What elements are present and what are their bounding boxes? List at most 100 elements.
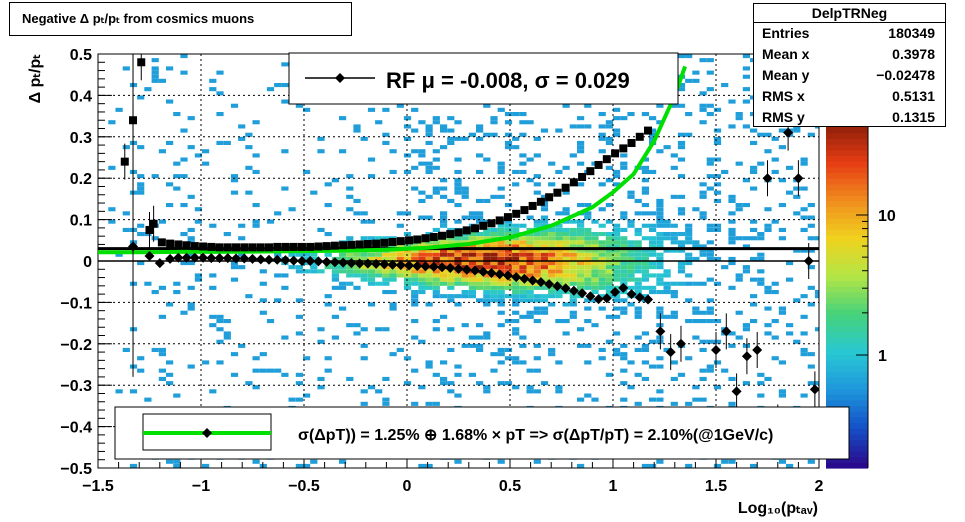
heatmap-bin (778, 306, 786, 311)
heatmap-bin (447, 285, 455, 290)
heatmap-bin (728, 343, 736, 348)
heatmap-bin (598, 124, 606, 129)
heatmap-bin (540, 298, 549, 303)
heatmap-bin (252, 169, 260, 174)
heatmap-bin (706, 87, 714, 92)
heatmap-bin (584, 393, 592, 398)
heatmap-bin (440, 273, 448, 278)
heatmap-bin (151, 58, 159, 63)
z-scale-band (826, 257, 868, 264)
square-marker (545, 193, 554, 202)
heatmap-bin (656, 277, 664, 282)
heatmap-bin (396, 256, 404, 261)
heatmap-bin (180, 128, 188, 133)
heatmap-bin (533, 252, 541, 257)
heatmap-bin (540, 207, 549, 212)
heatmap-bin (692, 397, 700, 402)
y-tick-label: 0.2 (70, 171, 92, 188)
heatmap-bin (620, 240, 628, 245)
heatmap-bin (245, 165, 253, 170)
heatmap-bin (649, 252, 657, 257)
heatmap-bin (540, 269, 549, 274)
heatmap-bin (122, 227, 130, 232)
heatmap-bin (346, 252, 354, 257)
heatmap-bin (382, 376, 390, 381)
heatmap-bin (641, 190, 649, 195)
diamond-marker (165, 253, 176, 264)
heatmap-bin (613, 244, 621, 249)
square-marker (297, 242, 306, 251)
heatmap-bin (533, 368, 541, 373)
square-marker (174, 240, 183, 249)
x-tick-label: 1.5 (705, 478, 727, 495)
heatmap-bin (670, 103, 678, 108)
heatmap-bin (454, 393, 462, 398)
heatmap-bin (425, 140, 433, 145)
heatmap-bin (382, 132, 390, 137)
heatmap-bin (663, 145, 671, 150)
heatmap-bin (490, 116, 498, 121)
heatmap-bin (533, 219, 541, 224)
heatmap-bin (641, 347, 649, 352)
heatmap-bin (166, 182, 174, 187)
y-tick-label: 0.1 (70, 213, 92, 230)
heatmap-bin (548, 352, 556, 357)
heatmap-bin (151, 236, 159, 241)
square-marker (190, 242, 199, 251)
heatmap-bin (396, 273, 404, 278)
heatmap-bin (519, 223, 527, 228)
y-tick-label: −0.2 (60, 337, 92, 354)
heatmap-bin (144, 397, 152, 402)
heatmap-bin (677, 281, 686, 286)
heatmap-bin (447, 273, 455, 278)
stat-value: 180349 (888, 25, 935, 41)
heatmap-bin (706, 186, 714, 191)
heatmap-bin (591, 240, 599, 245)
heatmap-bin (512, 356, 520, 361)
z-tick-label: 1 (878, 348, 887, 365)
heatmap-bin (649, 285, 657, 290)
square-marker (438, 231, 447, 240)
heatmap-bin (627, 261, 635, 266)
heatmap-bin (800, 314, 808, 319)
heatmap-bin (252, 459, 260, 464)
heatmap-bin (209, 273, 217, 278)
square-marker (314, 242, 323, 251)
heatmap-bin (389, 269, 397, 274)
heatmap-bin (187, 116, 195, 121)
heatmap-bin (108, 219, 116, 224)
square-marker (256, 243, 265, 252)
heatmap-bin (526, 290, 534, 295)
heatmap-bin (721, 459, 729, 464)
heatmap-bin (598, 252, 606, 257)
heatmap-bin (303, 261, 311, 266)
heatmap-bin (418, 252, 426, 257)
heatmap-bin (497, 232, 505, 237)
heatmap-bin (166, 99, 174, 104)
heatmap-bin (800, 161, 808, 166)
heatmap-bin (526, 298, 534, 303)
heatmap-bin (634, 240, 642, 245)
heatmap-bin (512, 248, 520, 253)
heatmap-bin (620, 269, 628, 274)
heatmap-bin (735, 203, 743, 208)
heatmap-bin (216, 112, 224, 117)
heatmap-bin (620, 310, 628, 315)
heatmap-bin (706, 70, 714, 75)
heatmap-bin (425, 360, 433, 365)
diamond-marker (809, 384, 819, 395)
heatmap-bin (396, 211, 404, 216)
heatmap-bin (468, 232, 476, 237)
heatmap-bin (259, 269, 267, 274)
heatmap-bin (187, 364, 195, 369)
heatmap-bin (425, 401, 433, 406)
square-marker (569, 178, 578, 187)
heatmap-bin (685, 223, 693, 228)
heatmap-bin (613, 298, 621, 303)
heatmap-bin (317, 269, 325, 274)
heatmap-bin (425, 252, 433, 257)
heatmap-bin (454, 364, 462, 369)
heatmap-bin (735, 277, 743, 282)
heatmap-bin (706, 364, 714, 369)
heatmap-bin (209, 285, 217, 290)
